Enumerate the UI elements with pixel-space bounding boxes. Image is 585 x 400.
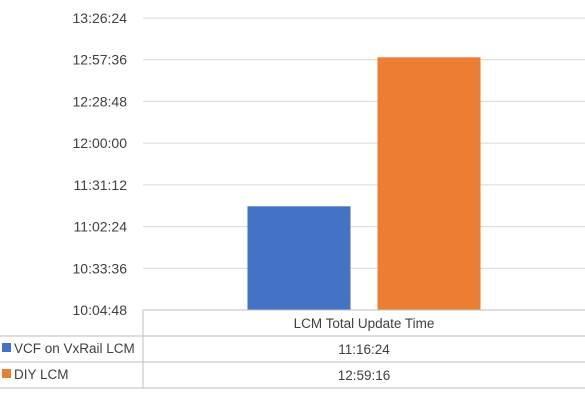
bars — [247, 57, 481, 311]
y-tick-label: 10:33:36 — [73, 260, 128, 276]
y-axis-tick-labels: 10:04:48 10:33:36 11:02:24 11:31:12 12:00:00… — [73, 10, 128, 318]
legend-label: VCF on VxRail LCM — [14, 341, 135, 356]
bar-diy-lcm — [377, 57, 481, 311]
gridlines — [143, 17, 585, 269]
y-tick-label: 12:28:48 — [73, 93, 128, 109]
data-table: LCM Total Update Time VCF on VxRail LCM 11… — [0, 309, 585, 389]
y-tick-label: 12:00:00 — [73, 135, 128, 151]
bar-vcf-on-vxrail-lcm — [247, 206, 351, 310]
y-tick-label: 11:31:12 — [74, 177, 128, 193]
y-tick-label: 13:26:24 — [73, 10, 128, 26]
y-tick-label: 11:02:24 — [74, 219, 128, 235]
category-label: LCM Total Update Time — [294, 316, 435, 331]
data-label: 12:59:16 — [338, 368, 391, 383]
legend-key — [2, 343, 11, 352]
data-label: 11:16:24 — [338, 342, 390, 357]
y-tick-label: 12:57:36 — [73, 52, 128, 68]
y-tick-label: 10:04:48 — [73, 302, 128, 318]
legend-label: DIY LCM — [14, 367, 69, 382]
legend-key — [2, 369, 11, 378]
